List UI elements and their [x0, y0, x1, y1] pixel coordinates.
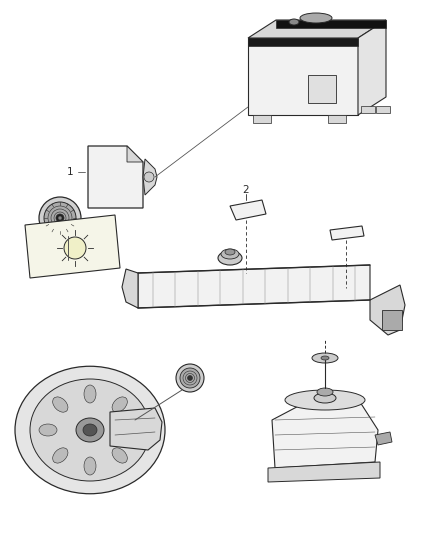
Polygon shape — [370, 285, 405, 335]
Ellipse shape — [58, 216, 62, 220]
Ellipse shape — [84, 385, 96, 403]
Polygon shape — [308, 75, 336, 103]
Ellipse shape — [15, 366, 165, 494]
Polygon shape — [330, 226, 364, 240]
Ellipse shape — [176, 364, 204, 392]
Polygon shape — [376, 106, 390, 113]
Ellipse shape — [144, 172, 154, 182]
Ellipse shape — [83, 424, 97, 436]
Polygon shape — [88, 146, 143, 208]
Ellipse shape — [64, 237, 86, 259]
Ellipse shape — [180, 368, 200, 388]
Ellipse shape — [289, 19, 299, 25]
Polygon shape — [248, 20, 386, 38]
Polygon shape — [110, 408, 162, 450]
Ellipse shape — [221, 249, 239, 259]
Polygon shape — [248, 38, 358, 46]
Ellipse shape — [300, 13, 332, 23]
Ellipse shape — [53, 397, 68, 412]
Polygon shape — [122, 269, 138, 308]
Polygon shape — [138, 265, 370, 308]
Polygon shape — [143, 159, 157, 195]
Polygon shape — [375, 432, 392, 445]
Ellipse shape — [218, 251, 242, 265]
Ellipse shape — [39, 197, 81, 239]
Polygon shape — [248, 38, 358, 115]
Ellipse shape — [53, 448, 68, 463]
Polygon shape — [127, 146, 143, 162]
Polygon shape — [361, 106, 375, 113]
Ellipse shape — [84, 457, 96, 475]
Ellipse shape — [285, 390, 365, 410]
Ellipse shape — [123, 424, 141, 436]
Polygon shape — [328, 115, 346, 123]
Text: 2: 2 — [243, 185, 249, 195]
Polygon shape — [268, 462, 380, 482]
Ellipse shape — [112, 448, 127, 463]
Polygon shape — [25, 215, 120, 278]
Polygon shape — [272, 400, 378, 468]
Polygon shape — [276, 20, 386, 28]
Ellipse shape — [56, 214, 64, 222]
Ellipse shape — [76, 418, 104, 442]
Ellipse shape — [187, 376, 192, 381]
Text: 1: 1 — [67, 167, 73, 177]
Ellipse shape — [30, 379, 150, 481]
Polygon shape — [253, 115, 271, 123]
Ellipse shape — [321, 356, 329, 360]
Polygon shape — [382, 310, 402, 330]
Ellipse shape — [44, 202, 76, 234]
Ellipse shape — [39, 424, 57, 436]
Ellipse shape — [225, 249, 235, 255]
Polygon shape — [230, 200, 266, 220]
Polygon shape — [358, 20, 386, 115]
Ellipse shape — [317, 388, 333, 396]
Ellipse shape — [314, 393, 336, 403]
Ellipse shape — [312, 353, 338, 363]
Ellipse shape — [112, 397, 127, 412]
